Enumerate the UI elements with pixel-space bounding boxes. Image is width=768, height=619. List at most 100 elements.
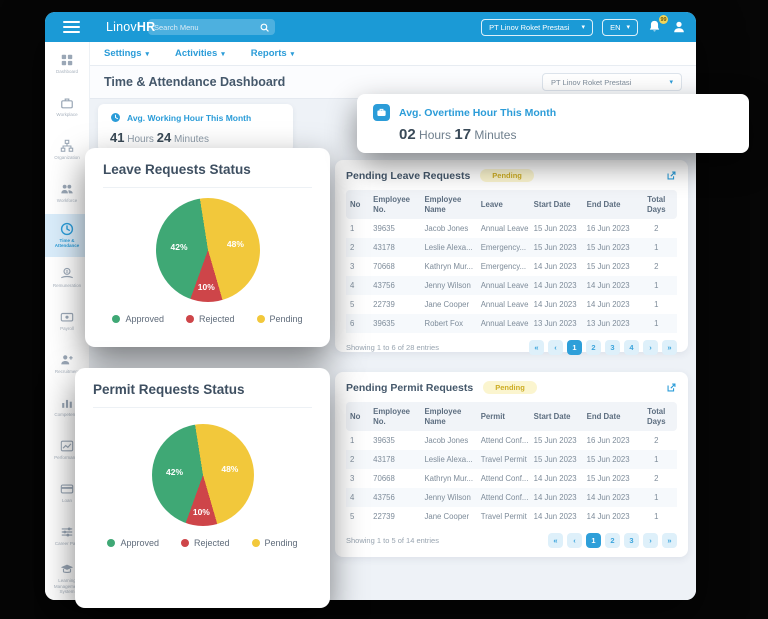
next-page-button[interactable]: › <box>643 340 658 356</box>
legend-item-approved: Approved <box>107 538 159 548</box>
last-page-button[interactable]: » <box>662 533 677 549</box>
bell-icon <box>647 19 663 34</box>
sidebar-item-payroll[interactable]: Payroll <box>45 300 89 343</box>
sidebar-item-competency[interactable]: Competency <box>45 385 89 428</box>
page-button-3[interactable]: 3 <box>605 340 620 356</box>
sidebar-item-performance[interactable]: Performance <box>45 428 89 471</box>
open-external-button[interactable] <box>666 170 677 181</box>
clock-icon <box>110 112 121 123</box>
prev-page-button[interactable]: ‹ <box>567 533 582 549</box>
sidebar-item-remuneration[interactable]: $ Remuneration <box>45 257 89 300</box>
table-cell: 3 <box>350 262 355 272</box>
first-page-button[interactable]: « <box>529 340 544 356</box>
table-cell: Jenny Wilson <box>424 493 471 503</box>
search-input[interactable]: Search Menu <box>148 19 275 35</box>
sidebar-item-label: Recruitment <box>54 369 80 375</box>
sidebar-item-career-path[interactable]: Career Path <box>45 514 89 557</box>
search-icon <box>260 23 269 32</box>
sidebar-item-label: Time & Attendance <box>54 237 80 249</box>
sidebar-item-label: Learning Management System <box>53 578 81 595</box>
column-header: Employee No. <box>369 402 421 432</box>
menu-toggle-icon[interactable] <box>63 21 80 33</box>
legend-item-pending: Pending <box>251 538 298 548</box>
table-row: 2 43178 Leslie Alexa... Travel Permit 15 Jun… <box>346 450 677 470</box>
avg-working-hour-card: Avg. Working Hour This Month 41 Hours 24… <box>98 104 293 152</box>
menu-item-activities[interactable]: Activities ▾ <box>175 48 225 59</box>
legend-label: Pending <box>269 314 303 324</box>
next-page-button[interactable]: › <box>643 533 658 549</box>
sliders-icon <box>60 525 74 539</box>
table-cell: 1 <box>350 224 355 234</box>
notifications-button[interactable]: 99 <box>647 15 668 35</box>
card-header: Pending Leave Requests Pending <box>346 169 677 182</box>
sidebar-item-loan[interactable]: Loan <box>45 471 89 514</box>
pie-slice-label: 48% <box>221 463 239 474</box>
menu-item-reports[interactable]: Reports ▾ <box>251 48 294 59</box>
table-cell: 2 <box>654 224 659 234</box>
table-cell: Leslie Alexa... <box>424 243 473 253</box>
column-header: Employee No. <box>369 190 421 220</box>
person-add-icon <box>60 353 74 367</box>
stat-header: Avg. Overtime Hour This Month <box>373 104 733 121</box>
avg-overtime-hour-card: Avg. Overtime Hour This Month 02 Hours 1… <box>357 94 749 153</box>
last-page-button[interactable]: » <box>662 340 677 356</box>
topbar: LinovHR Search Menu PT Linov Roket Prest… <box>45 12 696 42</box>
sidebar-item-learning-management-system[interactable]: Learning Management System <box>45 557 89 600</box>
page-button-1[interactable]: 1 <box>586 533 601 549</box>
sidebar-item-dashboard[interactable]: Dashboard <box>45 42 89 85</box>
sidebar-item-workforce[interactable]: Workforce <box>45 171 89 214</box>
table-cell: 2 <box>350 243 355 253</box>
table-cell: Annual Leave <box>480 281 529 291</box>
menu-item-settings[interactable]: Settings ▾ <box>104 48 149 59</box>
open-external-button[interactable] <box>666 382 677 393</box>
graduation-cap-icon <box>60 562 74 576</box>
divider <box>103 187 312 188</box>
menu-item-label: Settings <box>104 48 142 59</box>
app-logo: LinovHR <box>106 20 155 34</box>
page-button-3[interactable]: 3 <box>624 533 639 549</box>
language-select[interactable]: EN ▾ <box>602 18 638 36</box>
page-button-2[interactable]: 2 <box>586 340 601 356</box>
chart-legend: Approved Rejected Pending <box>93 538 312 548</box>
first-page-button[interactable]: « <box>548 533 563 549</box>
company-filter-select[interactable]: PT Linov Roket Prestasi ▾ <box>542 73 682 91</box>
page-button-1[interactable]: 1 <box>567 340 582 356</box>
pie-graphic <box>155 198 260 302</box>
page-button-4[interactable]: 4 <box>624 340 639 356</box>
sidebar-item-organization[interactable]: Organization <box>45 128 89 171</box>
page-button-2[interactable]: 2 <box>605 533 620 549</box>
table-row: 1 39635 Jacob Jones Attend Conf... 15 Jun 20… <box>346 431 677 450</box>
sidebar-item-time-attendance[interactable]: Time & Attendance <box>45 213 89 257</box>
table-cell: 14 Jun 2023 <box>533 262 577 272</box>
table-cell: 70668 <box>373 262 395 272</box>
table-cell: 43178 <box>373 243 395 253</box>
status-badge: Pending <box>483 381 537 394</box>
briefcase-icon <box>373 104 390 121</box>
column-header: No <box>346 402 370 432</box>
page-header: Time & Attendance Dashboard PT Linov Rok… <box>90 66 696 99</box>
company-select[interactable]: PT Linov Roket Prestasi ▾ <box>481 18 594 36</box>
table-cell: Jacob Jones <box>424 224 469 234</box>
table-cell: 39635 <box>373 319 395 329</box>
stat-header: Avg. Working Hour This Month <box>110 112 281 123</box>
prev-page-button[interactable]: ‹ <box>548 340 563 356</box>
table-cell: 15 Jun 2023 <box>586 243 630 253</box>
table-cell: 13 Jun 2023 <box>533 319 577 329</box>
legend-label: Rejected <box>193 538 230 548</box>
briefcase-icon <box>60 96 74 110</box>
table-cell: 2 <box>654 474 659 484</box>
table-cell: 16 Jun 2023 <box>586 436 630 446</box>
sidebar-item-label: Remuneration <box>52 283 82 289</box>
table-cell: 1 <box>654 300 659 310</box>
chevron-down-icon: ▾ <box>290 50 295 58</box>
legend-dot <box>112 315 121 323</box>
sidebar-item-recruitment[interactable]: Recruitment <box>45 342 89 385</box>
profile-button[interactable] <box>672 20 686 34</box>
logo-text-bold: HR <box>136 20 156 34</box>
entries-summary: Showing 1 to 6 of 28 entries <box>346 343 439 353</box>
pending-permit-requests-card: Pending Permit Requests Pending No Employ… <box>335 372 688 557</box>
column-header: Permit <box>476 402 530 432</box>
sidebar-item-label: Organization <box>54 154 80 160</box>
sidebar-item-workplace[interactable]: Workplace <box>45 85 89 128</box>
column-header: Total Days <box>635 190 677 220</box>
